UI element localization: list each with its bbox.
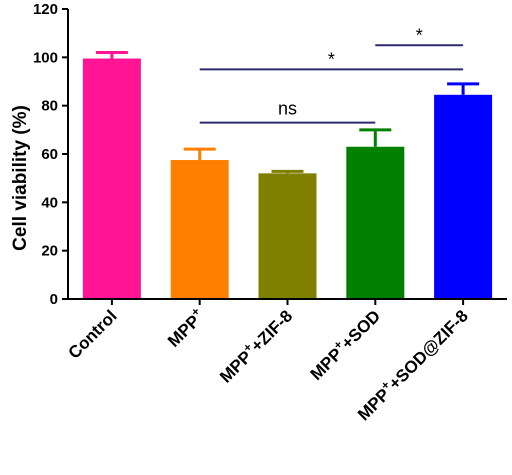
y-tick-label-40: 40 [41,194,58,211]
y-tick-label-120: 120 [33,1,58,18]
bars-group [82,58,493,300]
significance-label-1: * [328,49,335,69]
y-tick-label-20: 20 [41,243,58,260]
significance-group: * * ns [199,25,464,124]
y-tick-label-0: 0 [50,291,58,308]
significance-label-0: * [416,25,423,45]
bar-0 [82,58,141,299]
x-tick-label-1: MPP+ [162,304,209,351]
x-tick-label-2: MPP++ZIF-8 [214,304,296,386]
y-axis-label: Cell viability (%) [10,105,31,251]
bar-3 [346,146,405,299]
x-tick-label-0: Control [65,306,121,362]
error-bars-group [95,51,480,174]
y-tick-label-60: 60 [41,146,58,163]
bar-4 [434,94,493,300]
bar-2 [258,173,317,299]
bar-1 [170,160,229,299]
y-tick-label-100: 100 [33,49,58,66]
x-tick-label-3: MPP++SOD [304,304,384,384]
significance-label-2: ns [278,99,297,119]
y-tick-label-80: 80 [41,98,58,115]
